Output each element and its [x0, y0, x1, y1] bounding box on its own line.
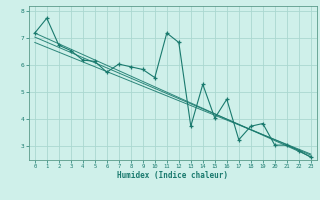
X-axis label: Humidex (Indice chaleur): Humidex (Indice chaleur) — [117, 171, 228, 180]
